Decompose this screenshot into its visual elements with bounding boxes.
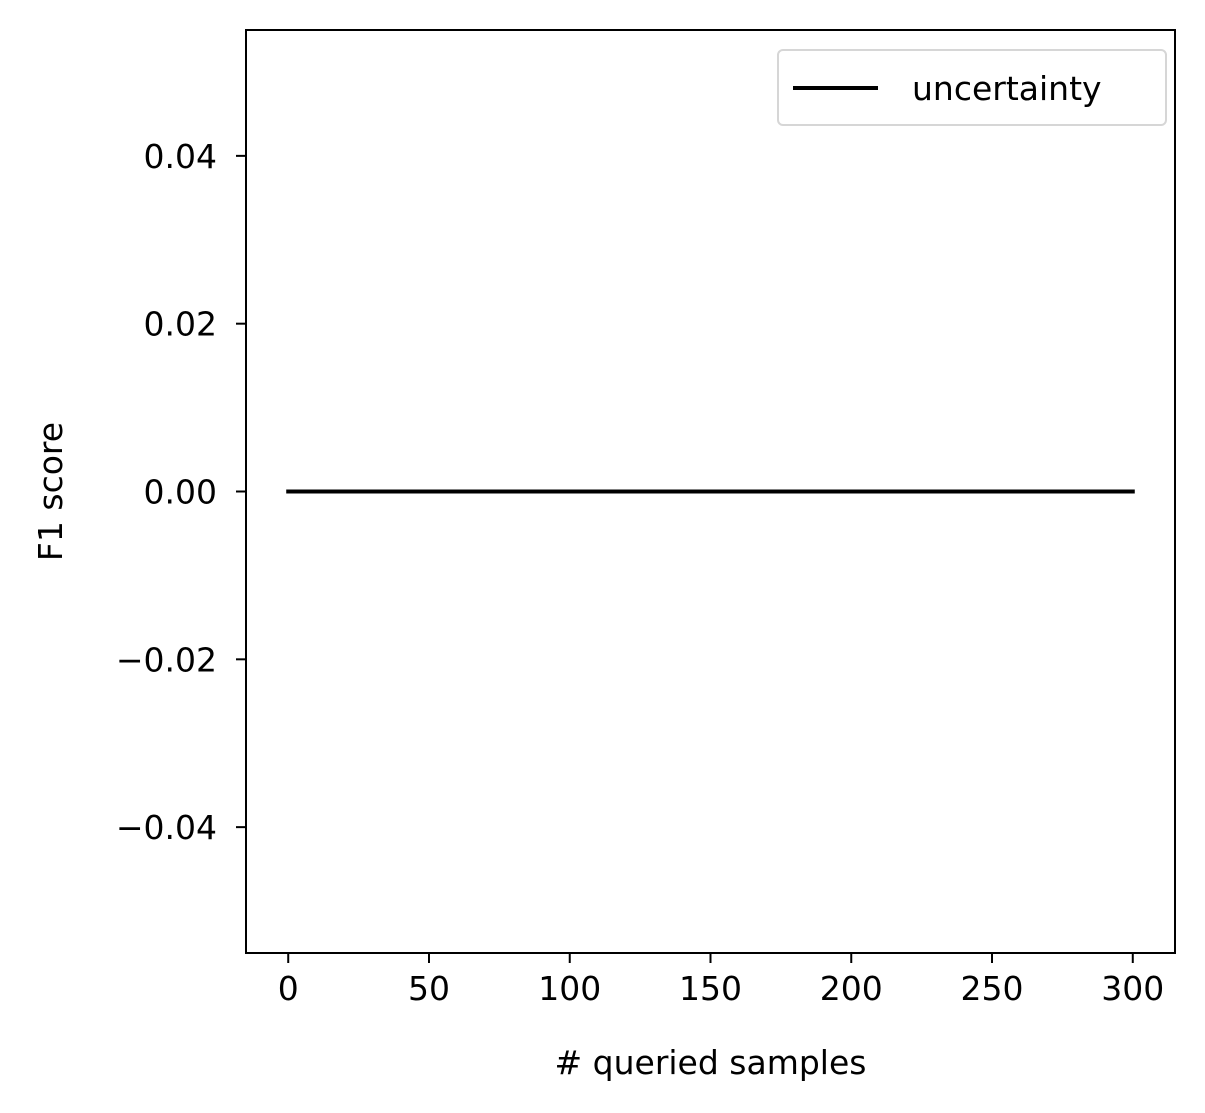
y-tick-label: −0.04 <box>116 808 217 847</box>
x-tick-label: 150 <box>679 969 742 1008</box>
x-axis: 0 50 100 150 200 250 300 <box>278 953 1164 1008</box>
x-tick-label: 300 <box>1101 969 1164 1008</box>
y-tick-label: 0.02 <box>144 305 217 344</box>
x-axis-title: # queried samples <box>555 1043 867 1082</box>
x-tick-label: 100 <box>538 969 601 1008</box>
y-axis-title: F1 score <box>31 422 70 561</box>
y-tick-label: 0.00 <box>144 473 217 512</box>
legend-label: uncertainty <box>912 69 1102 108</box>
x-tick-label: 0 <box>278 969 299 1008</box>
x-tick-label: 200 <box>820 969 883 1008</box>
y-tick-label: 0.04 <box>144 137 217 176</box>
y-axis: 0.04 0.02 0.00 −0.02 −0.04 <box>116 137 246 847</box>
x-tick-label: 250 <box>961 969 1024 1008</box>
legend-box <box>777 49 1167 126</box>
x-tick-label: 50 <box>408 969 450 1008</box>
legend: uncertainty <box>777 49 1167 126</box>
y-tick-label: −0.02 <box>116 640 217 679</box>
